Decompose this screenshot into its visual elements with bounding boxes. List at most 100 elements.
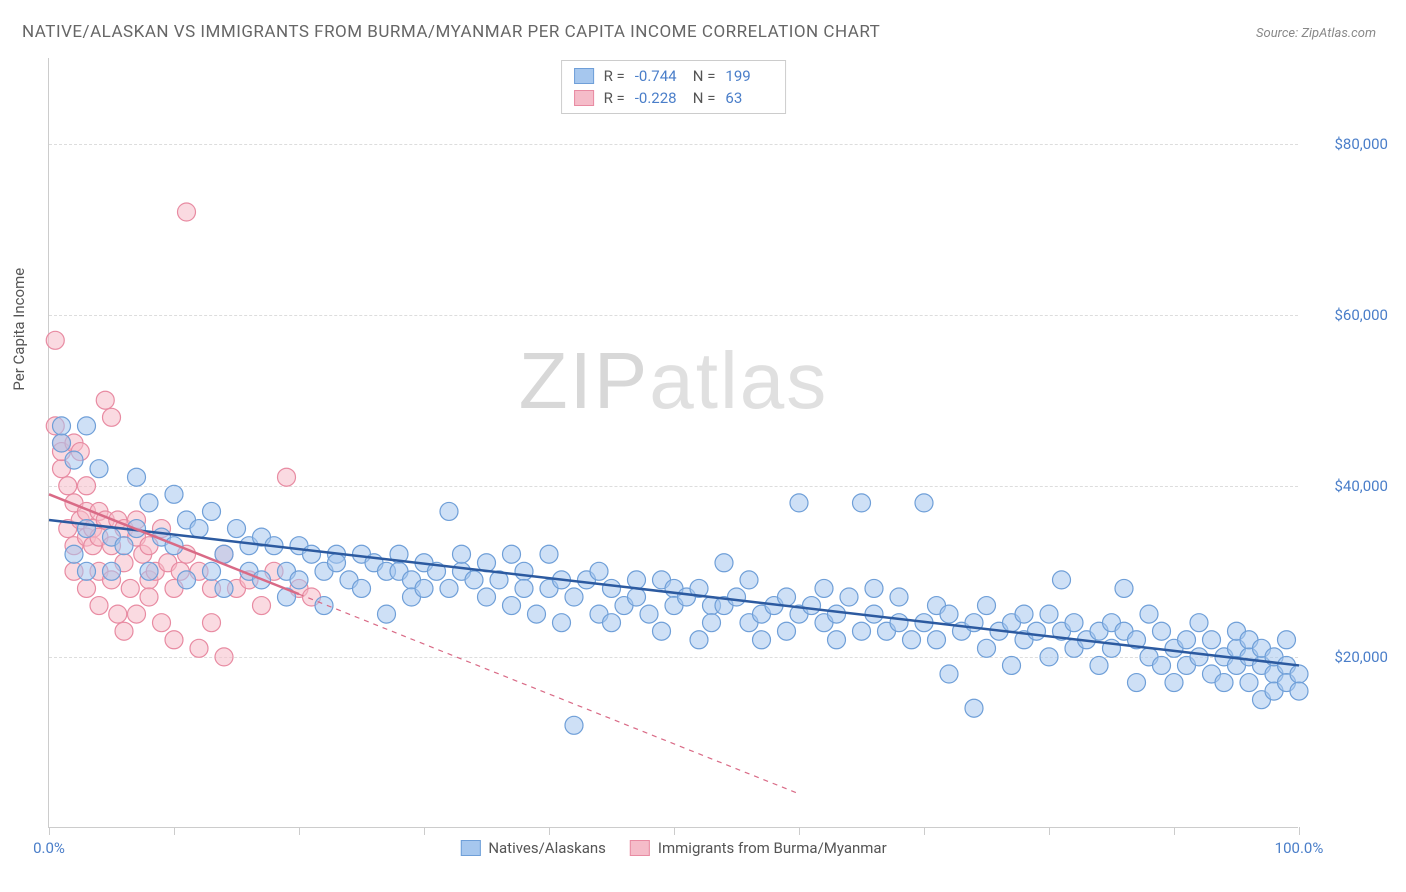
scatter-point [840, 588, 858, 606]
scatter-point [815, 579, 833, 597]
scatter-point [603, 614, 621, 632]
scatter-point [1203, 631, 1221, 649]
scatter-point [565, 716, 583, 734]
scatter-point [190, 639, 208, 657]
bottom-legend: Natives/Alaskans Immigrants from Burma/M… [460, 839, 886, 857]
scatter-point [915, 494, 933, 512]
scatter-point [778, 588, 796, 606]
x-tick [924, 827, 925, 835]
scatter-svg [49, 58, 1298, 827]
scatter-point [1003, 656, 1021, 674]
x-tick [1174, 827, 1175, 835]
x-tick [299, 827, 300, 835]
scatter-point [215, 648, 233, 666]
x-tick [799, 827, 800, 835]
scatter-point [78, 520, 96, 538]
trend-line-dashed [299, 594, 799, 794]
scatter-point [1040, 648, 1058, 666]
legend-item-2: Immigrants from Burma/Myanmar [630, 839, 887, 857]
scatter-point [140, 562, 158, 580]
scatter-point [215, 579, 233, 597]
scatter-point [53, 417, 71, 435]
swatch-series-1 [574, 68, 594, 84]
scatter-point [1140, 605, 1158, 623]
scatter-point [728, 588, 746, 606]
scatter-point [965, 699, 983, 717]
scatter-point [1240, 674, 1258, 692]
swatch-series-2 [630, 840, 650, 856]
x-tick [1049, 827, 1050, 835]
scatter-point [978, 639, 996, 657]
scatter-point [553, 614, 571, 632]
plot-area: Per Capita Income ZIPatlas $20,000$40,00… [48, 58, 1298, 828]
y-tick-label: $60,000 [1334, 306, 1388, 324]
x-tick [49, 827, 50, 835]
scatter-point [53, 434, 71, 452]
scatter-point [253, 597, 271, 615]
scatter-point [109, 605, 127, 623]
scatter-point [103, 562, 121, 580]
scatter-point [790, 494, 808, 512]
scatter-point [478, 588, 496, 606]
x-tick [549, 827, 550, 835]
scatter-point [90, 460, 108, 478]
scatter-point [153, 614, 171, 632]
scatter-point [978, 597, 996, 615]
scatter-point [828, 605, 846, 623]
scatter-point [703, 614, 721, 632]
stat-r-label: R = [604, 89, 625, 107]
scatter-point [65, 545, 83, 563]
scatter-point [515, 562, 533, 580]
y-tick-label: $40,000 [1334, 477, 1388, 495]
scatter-point [928, 631, 946, 649]
scatter-point [690, 631, 708, 649]
scatter-point [890, 614, 908, 632]
scatter-point [178, 203, 196, 221]
scatter-point [203, 502, 221, 520]
scatter-point [853, 494, 871, 512]
scatter-point [1153, 656, 1171, 674]
scatter-point [203, 614, 221, 632]
scatter-point [121, 579, 139, 597]
scatter-point [515, 579, 533, 597]
scatter-point [865, 579, 883, 597]
legend-item-1: Natives/Alaskans [460, 839, 606, 857]
scatter-point [303, 545, 321, 563]
x-tick [174, 827, 175, 835]
scatter-point [1290, 665, 1308, 683]
scatter-point [440, 502, 458, 520]
stat-n-value-1: 199 [725, 67, 773, 85]
scatter-point [640, 605, 658, 623]
scatter-point [890, 588, 908, 606]
scatter-point [178, 571, 196, 589]
scatter-point [853, 622, 871, 640]
stat-n-label: N = [693, 67, 716, 85]
scatter-point [1190, 648, 1208, 666]
scatter-point [1065, 614, 1083, 632]
scatter-point [228, 520, 246, 538]
scatter-point [1190, 614, 1208, 632]
source-label: Source: [1256, 26, 1298, 41]
stats-row-series-1: R = -0.744 N = 199 [574, 65, 774, 87]
scatter-point [603, 579, 621, 597]
scatter-point [1015, 605, 1033, 623]
scatter-point [1028, 622, 1046, 640]
scatter-point [1090, 656, 1108, 674]
y-tick-label: $80,000 [1334, 135, 1388, 153]
y-tick-label: $20,000 [1334, 648, 1388, 666]
scatter-point [290, 571, 308, 589]
scatter-point [803, 597, 821, 615]
scatter-point [190, 520, 208, 538]
swatch-series-1 [460, 840, 480, 856]
legend-label-1: Natives/Alaskans [488, 839, 606, 857]
x-tick [674, 827, 675, 835]
scatter-point [165, 485, 183, 503]
scatter-point [65, 451, 83, 469]
scatter-point [328, 554, 346, 572]
scatter-point [59, 477, 77, 495]
scatter-point [528, 605, 546, 623]
scatter-point [78, 579, 96, 597]
scatter-point [78, 562, 96, 580]
scatter-point [540, 545, 558, 563]
scatter-point [1215, 674, 1233, 692]
